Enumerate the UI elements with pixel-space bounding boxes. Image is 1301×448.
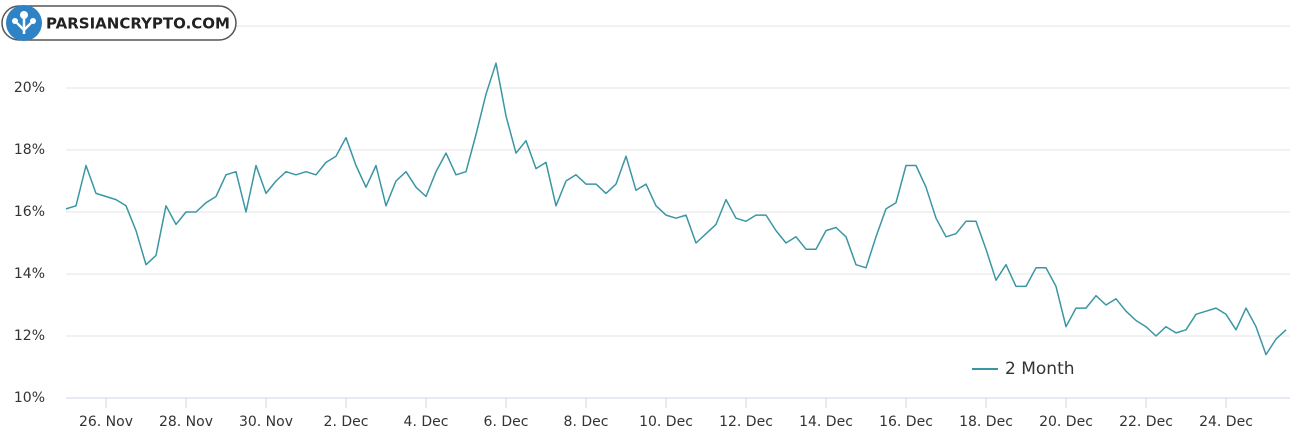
y-tick-label: 18%	[14, 142, 45, 158]
data-line	[65, 62, 1287, 356]
x-tick-label: 12. Dec	[719, 414, 773, 430]
x-tick-label: 6. Dec	[484, 414, 529, 430]
y-tick-label: 14%	[14, 266, 45, 282]
x-tick-label: 28. Nov	[159, 414, 213, 430]
x-tick-label: 22. Dec	[1119, 414, 1173, 430]
y-tick-label: 20%	[14, 80, 45, 96]
logo: PARSIANCRYPTO.COM	[1, 5, 237, 41]
y-tick-label: 16%	[14, 204, 45, 220]
y-tick-label: 10%	[14, 390, 45, 406]
legend-label: 2 Month	[1005, 359, 1075, 379]
y-tick-label: 12%	[14, 328, 45, 344]
x-tick-label: 20. Dec	[1039, 414, 1093, 430]
x-tick-label: 24. Dec	[1199, 414, 1253, 430]
logo-icon-dot	[20, 11, 28, 19]
logo-badge	[1, 5, 237, 41]
logo-text: PARSIANCRYPTO.COM	[46, 15, 230, 33]
x-tick-label: 4. Dec	[404, 414, 449, 430]
x-tick-label: 18. Dec	[959, 414, 1013, 430]
x-tick-label: 26. Nov	[79, 414, 133, 430]
x-tick-label: 30. Nov	[239, 414, 293, 430]
x-tick-label: 8. Dec	[564, 414, 609, 430]
x-tick-label: 10. Dec	[639, 414, 693, 430]
logo-icon-dot	[30, 18, 36, 24]
logo-icon-stem	[16, 19, 32, 34]
x-tick-label: 16. Dec	[879, 414, 933, 430]
logo-icon-dot	[12, 18, 18, 24]
x-tick-label: 14. Dec	[799, 414, 853, 430]
x-tick-label: 2. Dec	[324, 414, 369, 430]
